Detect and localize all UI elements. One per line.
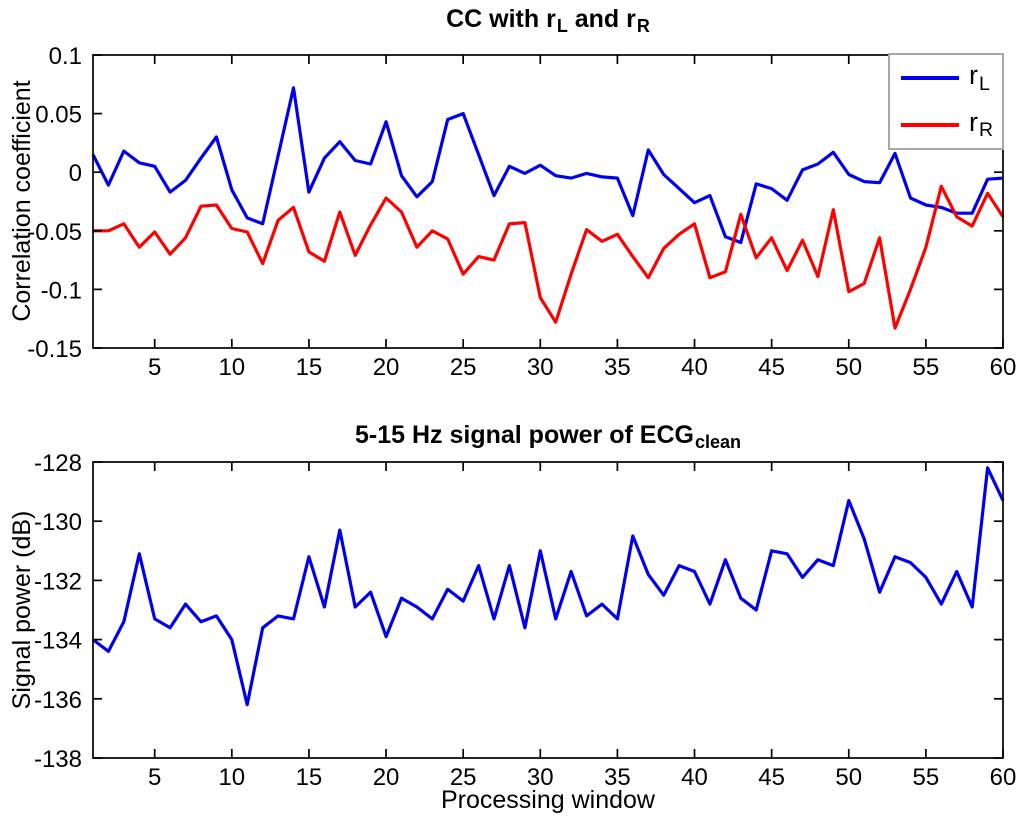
- legend-label-rL: rL: [969, 60, 990, 95]
- legend: rL rR: [888, 53, 1004, 150]
- y-tick-label: -0.1: [41, 277, 82, 304]
- ecg-power-line: [92, 466, 1005, 707]
- x-tick-label: 10: [218, 354, 245, 381]
- x-tick-label: 30: [527, 354, 554, 381]
- y-tick-label: -138: [34, 746, 82, 773]
- x-tick-label: 45: [758, 354, 785, 381]
- x-tick-label: 50: [835, 764, 862, 791]
- x-tick-label: 60: [990, 354, 1017, 381]
- y-tick-label: 0.05: [35, 102, 82, 129]
- axes-box: [92, 54, 1004, 349]
- r-R-line: [93, 184, 1005, 330]
- legend-line-sample-red: [901, 122, 959, 127]
- x-tick-label: 45: [758, 764, 785, 791]
- legend-label-rR: rR: [969, 106, 994, 142]
- x-tick-label: 35: [604, 764, 631, 791]
- top-chart-title: CC with rL and rR: [446, 5, 650, 37]
- x-tick-label: 5: [148, 354, 161, 381]
- y-tick-label: -0.05: [27, 219, 82, 246]
- x-tick-label: 10: [218, 764, 245, 791]
- x-tick-label: 15: [296, 354, 323, 381]
- x-tick-label: 55: [913, 354, 940, 381]
- y-tick-label: -0.15: [27, 336, 82, 363]
- bottom-chart-ylabel: Signal power (dB): [8, 510, 36, 710]
- x-tick-label: 25: [450, 354, 477, 381]
- bottom-chart-title: 5-15 Hz signal power of ECGclean: [355, 421, 741, 453]
- x-tick-label: 40: [681, 354, 708, 381]
- y-tick-label: -130: [34, 509, 82, 536]
- legend-row-rL: rL: [890, 62, 1002, 94]
- x-tick-label: 15: [296, 764, 323, 791]
- x-tick-label: 5: [148, 764, 161, 791]
- x-tick-label: 35: [604, 354, 631, 381]
- top-chart-ylabel: Correlation coefficient: [8, 80, 36, 322]
- x-tick-label: 20: [373, 354, 400, 381]
- legend-row-rR: rR: [890, 106, 1002, 142]
- y-tick-label: -134: [34, 628, 82, 655]
- legend-line-sample-blue: [901, 76, 959, 81]
- x-tick-label: 40: [681, 764, 708, 791]
- x-tick-label: 20: [373, 764, 400, 791]
- x-tick-label: 60: [990, 764, 1017, 791]
- y-tick-label: -136: [34, 687, 82, 714]
- x-tick-label: 55: [913, 764, 940, 791]
- x-axis-label: Processing window: [441, 786, 655, 814]
- y-tick-label: 0: [69, 160, 82, 187]
- x-tick-label: 50: [835, 354, 862, 381]
- y-tick-label: -132: [34, 568, 82, 595]
- x-tick-label: 25: [450, 764, 477, 791]
- y-tick-label: 0.1: [49, 43, 82, 70]
- y-tick-label: -128: [34, 450, 82, 477]
- x-tick-label: 30: [527, 764, 554, 791]
- r-L-line: [91, 86, 1004, 245]
- axes-box: [92, 461, 1004, 759]
